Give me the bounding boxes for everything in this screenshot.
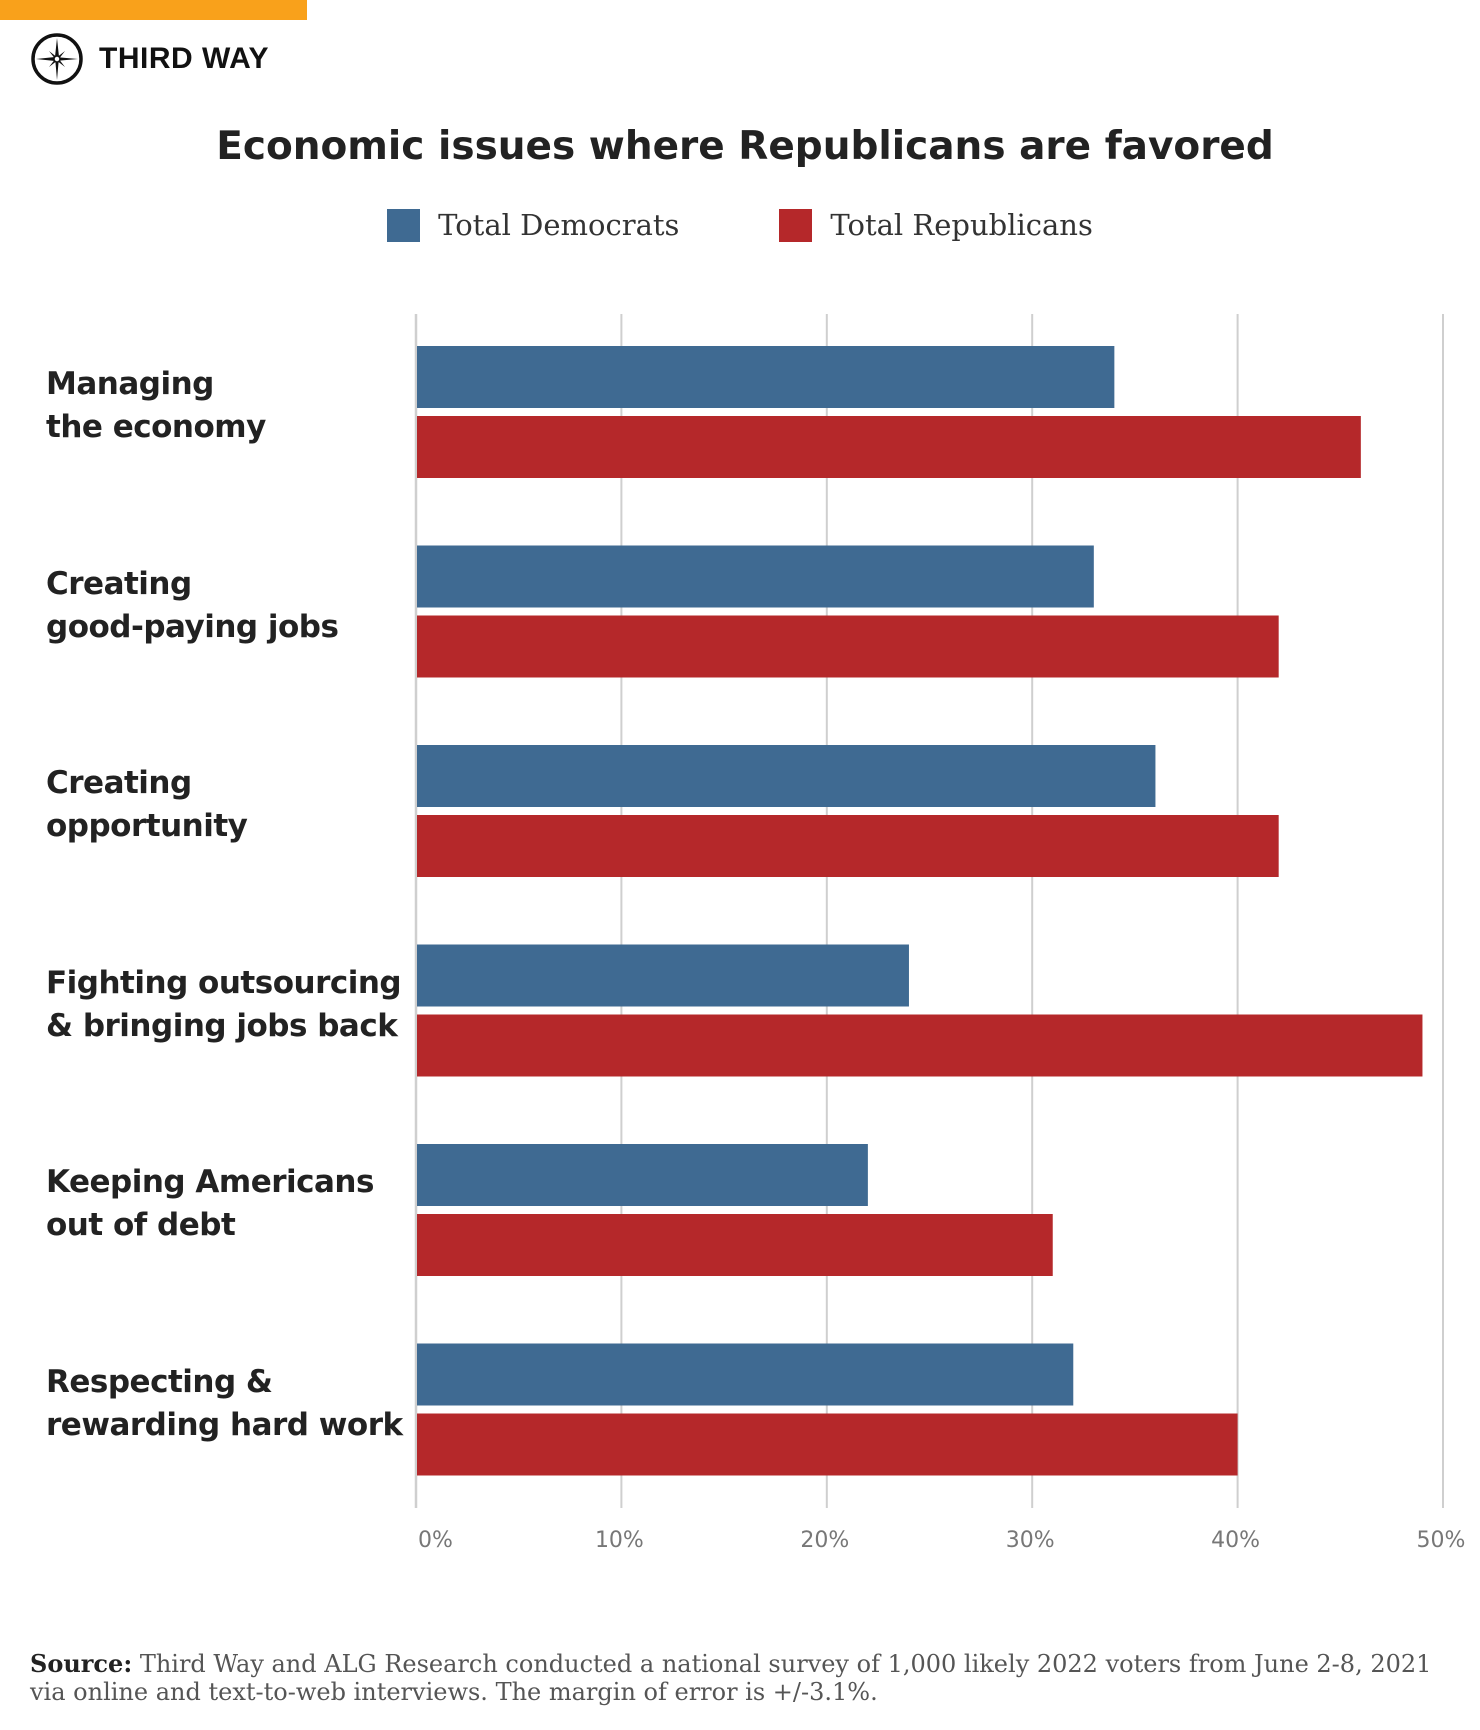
category-label: Creating good-paying jobs bbox=[46, 565, 339, 645]
legend-item-republicans: Total Republicans bbox=[779, 208, 1093, 242]
category-label: Respecting & rewarding hard work bbox=[46, 1363, 403, 1443]
third-way-logo: THIRD WAY bbox=[30, 32, 269, 86]
bar-republicans bbox=[417, 416, 1361, 478]
x-tick-label: 10% bbox=[595, 1528, 644, 1553]
category-label: Creating opportunity bbox=[46, 765, 248, 844]
legend-swatch-democrats bbox=[387, 208, 421, 242]
bar-democrats bbox=[417, 745, 1156, 807]
legend-swatch-republicans bbox=[779, 208, 813, 242]
bar-chart: 0% 10% 20% 30% 40% 50% bbox=[414, 314, 1466, 1553]
bar-republicans bbox=[417, 1014, 1423, 1077]
brand-accent-bar bbox=[0, 0, 307, 20]
x-tick-label: 20% bbox=[800, 1528, 849, 1553]
brand-name: THIRD WAY bbox=[99, 42, 270, 75]
category-label: Fighting outsourcing & bringing jobs bac… bbox=[46, 964, 402, 1044]
x-tick-label: 30% bbox=[1006, 1528, 1055, 1553]
bar-democrats bbox=[417, 1343, 1074, 1406]
compass-icon bbox=[31, 33, 83, 85]
legend-label-democrats: Total Democrats bbox=[438, 208, 680, 242]
source-note: Source: Third Way and ALG Research condu… bbox=[30, 1649, 1460, 1707]
bar-democrats bbox=[417, 1144, 868, 1206]
legend-item-democrats: Total Democrats bbox=[387, 208, 679, 242]
bar-republicans bbox=[417, 1413, 1238, 1476]
category-label: Managing the economy bbox=[46, 366, 266, 445]
legend-label-republicans: Total Republicans bbox=[830, 208, 1093, 242]
source-label: Source: bbox=[30, 1649, 133, 1678]
bar-democrats bbox=[417, 545, 1094, 608]
chart-title: Economic issues where Republicans are fa… bbox=[216, 124, 1274, 169]
bar-democrats bbox=[417, 944, 909, 1007]
x-tick-label: 40% bbox=[1211, 1528, 1260, 1553]
bar-republicans bbox=[417, 615, 1279, 678]
source-text: Third Way and ALG Research conducted a n… bbox=[30, 1650, 1432, 1706]
category-label: Keeping Americans out of debt bbox=[46, 1164, 374, 1243]
bar-democrats bbox=[417, 346, 1115, 408]
x-tick-label: 0% bbox=[418, 1528, 453, 1553]
x-tick-label: 50% bbox=[1417, 1528, 1466, 1553]
bar-republicans bbox=[417, 1214, 1053, 1276]
legend: Total Democrats Total Republicans bbox=[0, 208, 1480, 242]
bar-republicans bbox=[417, 815, 1279, 877]
